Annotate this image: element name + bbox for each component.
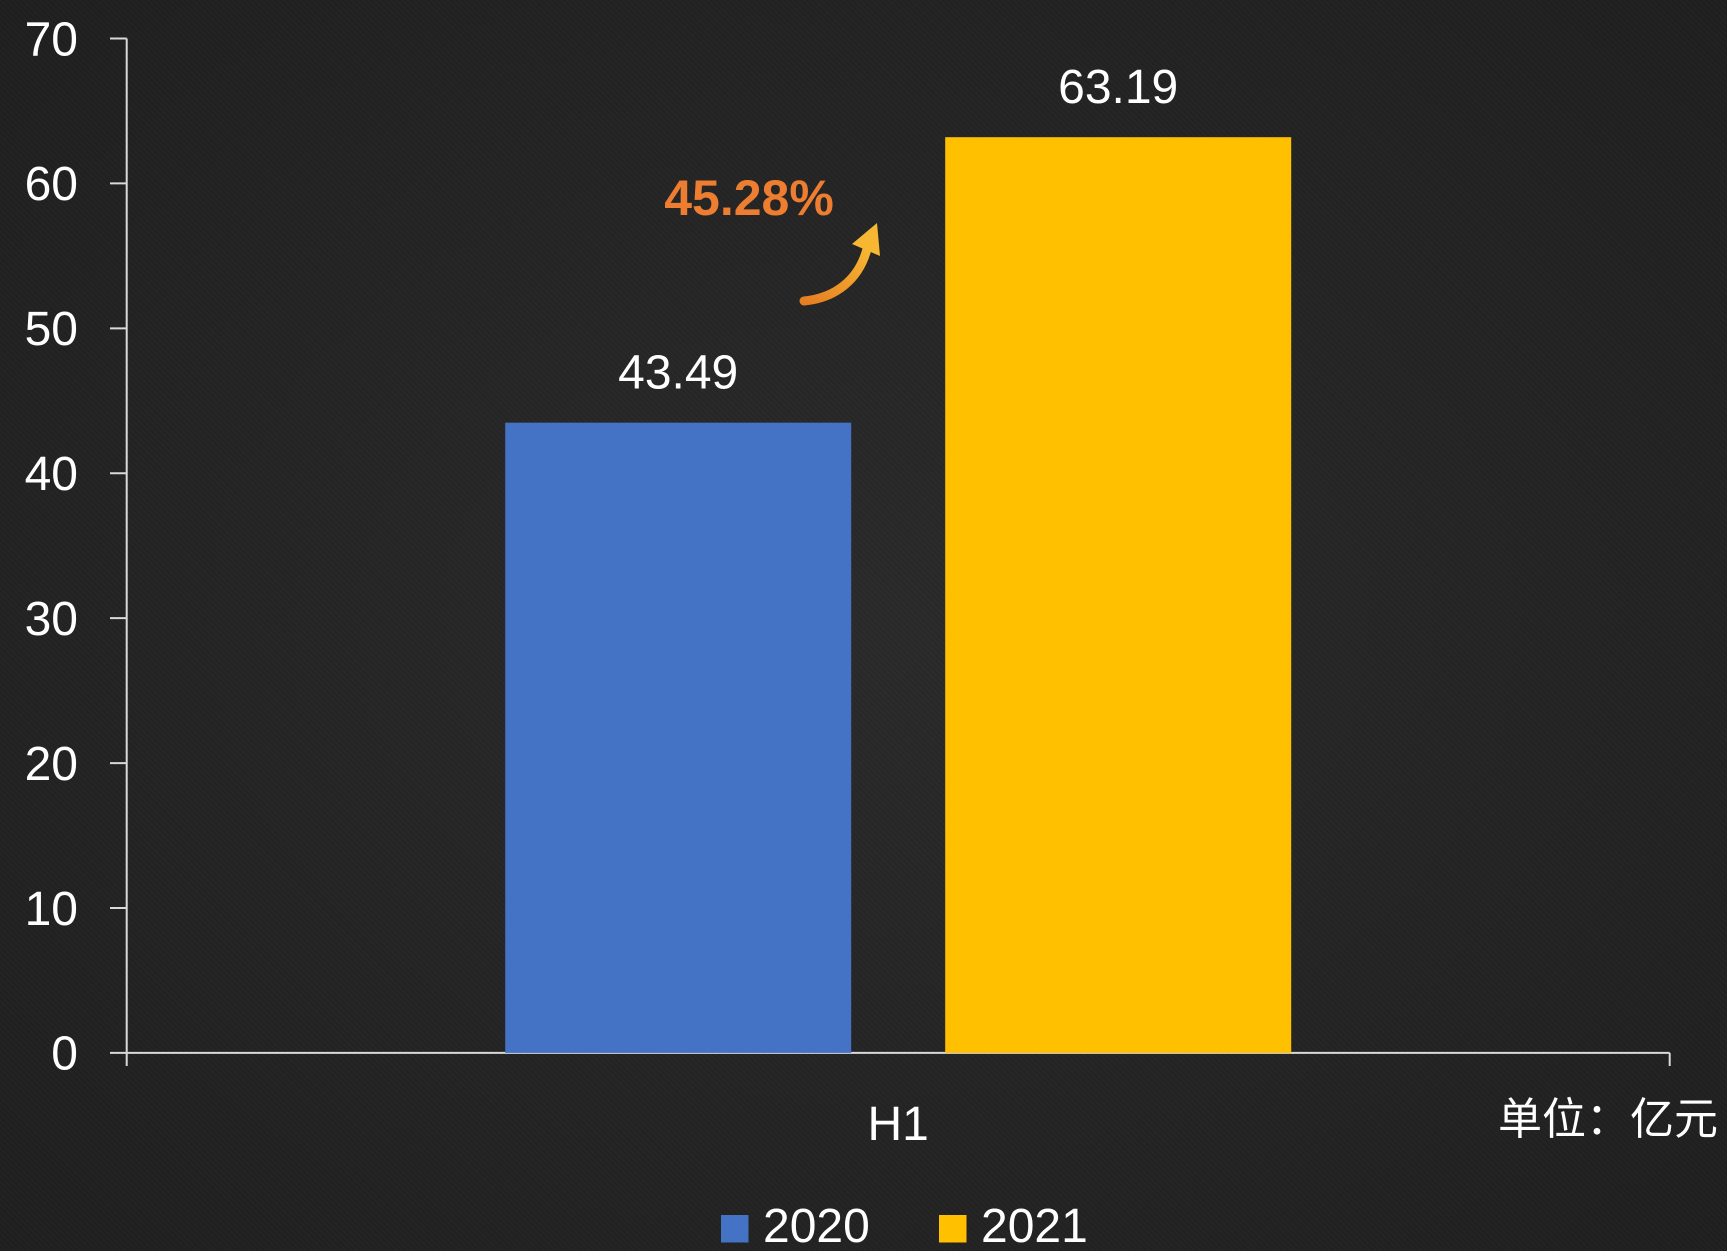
legend-label-2020: 2020	[763, 1200, 870, 1251]
y-tick-label: 0	[51, 1028, 78, 1081]
bar-2020	[505, 422, 852, 1053]
data-label-2021: 63.19	[1058, 61, 1178, 114]
y-tick-label: 50	[25, 303, 78, 356]
bar-2021	[945, 137, 1292, 1053]
data-labels-group: 43.49 63.19	[618, 61, 1178, 399]
y-tick-label: 60	[25, 158, 78, 211]
y-axis-ticks: 0 10 20 30 40 50 60 70	[25, 13, 127, 1081]
unit-label: 单位：亿元	[1498, 1094, 1718, 1145]
bars-group	[505, 137, 1292, 1053]
y-tick-label: 30	[25, 593, 78, 646]
category-labels-group: H1	[868, 1098, 929, 1151]
up-right-arrow-icon	[799, 223, 880, 306]
legend-swatch-2021	[939, 1215, 967, 1243]
y-tick-label: 70	[25, 13, 78, 66]
legend: 2020 2021	[721, 1200, 1088, 1251]
legend-label-2021: 2021	[981, 1200, 1088, 1251]
x-category-label: H1	[868, 1098, 929, 1151]
y-tick-label: 20	[25, 738, 78, 791]
y-tick-label: 40	[25, 448, 78, 501]
y-tick-label: 10	[25, 883, 78, 936]
growth-annotation: 45.28%	[664, 170, 834, 226]
legend-swatch-2020	[721, 1215, 749, 1243]
data-label-2020: 43.49	[618, 347, 738, 400]
